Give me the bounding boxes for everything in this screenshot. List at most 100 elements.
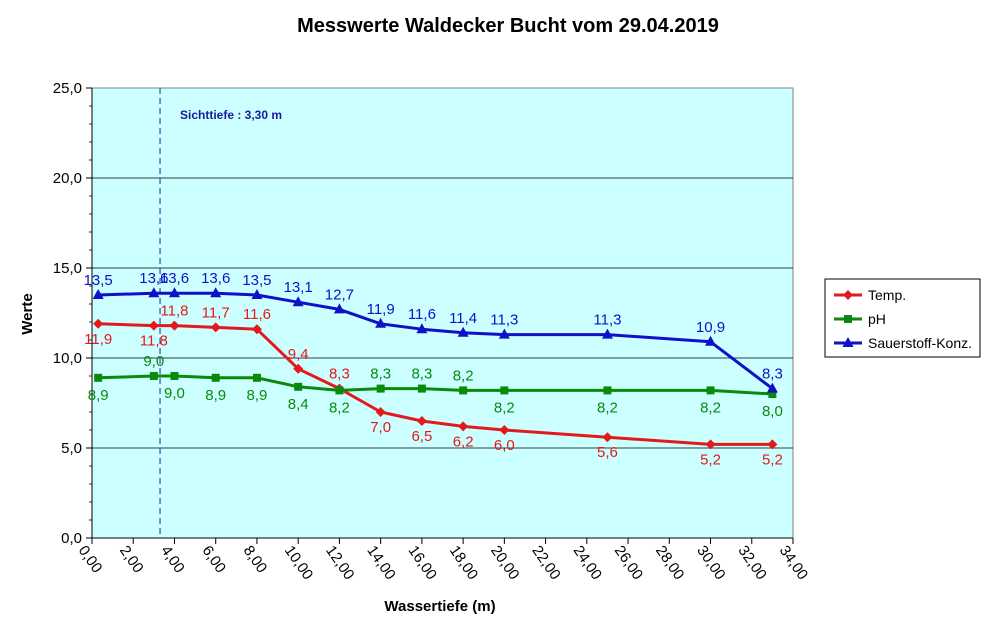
legend-item: Temp. [834,287,906,303]
series-ph [94,372,777,398]
data-label: 6,5 [411,428,432,445]
data-point [294,382,303,391]
data-label: 13,1 [284,279,313,296]
x-tick-label: 14,00 [363,543,398,584]
data-point [148,320,159,331]
data-point [149,372,158,380]
data-label: 11,9 [367,301,395,318]
y-tick-label: 15,0 [53,260,82,277]
data-point [602,432,613,443]
y-tick-label: 25,0 [53,80,82,97]
legend: Temp. pH Sauerstoff-Konz. [824,278,981,358]
legend-label: pH [868,311,886,327]
data-label: 13,6 [139,270,168,287]
y-tick-label: 0,0 [61,530,82,547]
data-point [500,386,509,395]
data-point [375,407,386,417]
data-point [210,287,222,298]
data-label: 8,2 [494,399,515,416]
data-label: 11,8 [140,333,168,350]
x-tick-label: 0,00 [75,543,106,577]
data-point [601,328,613,339]
x-axis-title: Wassertiefe (m) [384,598,495,615]
data-label: 11,8 [160,303,188,320]
data-point [211,373,220,382]
series-line [98,322,773,446]
grid-lines [92,177,793,449]
data-label: 8,3 [762,366,783,383]
data-point [210,322,221,333]
data-label: 6,2 [453,433,474,450]
data-label: 8,3 [370,366,391,383]
data-label: 7,0 [370,419,391,436]
x-tick-label: 32,00 [734,543,769,584]
data-point [458,421,469,432]
data-point [335,386,344,395]
data-label: 9,4 [288,346,309,363]
series-sauerstoff-konz [92,287,778,393]
data-point [148,287,160,298]
data-point [457,326,469,337]
y-axis-ticks: 0,0 5,0 10,0 15,0 20,0 25,0 [53,80,92,547]
series-layer [92,287,778,450]
x-tick-label: 30,00 [693,543,728,584]
data-point [416,323,428,334]
data-label: 5,2 [762,451,783,468]
data-label: 8,2 [453,367,474,384]
data-label: 10,9 [696,319,725,336]
x-tick-label: 16,00 [405,543,440,584]
y-tick-label: 5,0 [61,440,82,457]
legend-marker [844,315,852,323]
data-point [251,324,262,335]
legend-item: pH [834,311,886,327]
data-label: 11,4 [449,310,477,327]
x-tick-label: 24,00 [570,543,605,584]
x-tick-label: 8,00 [240,543,271,577]
legend-label: Temp. [868,287,906,303]
data-point [293,363,304,374]
data-point [292,296,304,307]
data-label: 11,7 [202,304,230,321]
data-point [706,386,715,395]
y-tick-label: 10,0 [53,350,82,367]
data-point [375,317,387,328]
x-tick-label: 34,00 [776,543,811,584]
data-label: 11,6 [243,306,271,323]
data-label: 13,5 [84,272,113,289]
data-label: 11,6 [408,306,436,323]
data-label: 13,6 [201,270,230,287]
x-tick-label: 18,00 [446,543,481,584]
x-tick-label: 26,00 [611,543,646,584]
data-point [168,287,180,298]
data-label: 8,4 [288,396,309,413]
data-label: 8,3 [411,366,432,383]
series-line [98,291,774,390]
legend-label: Sauerstoff-Konz. [868,335,972,351]
data-point [705,439,716,450]
data-point [766,382,778,393]
data-point [705,335,717,346]
data-label: 8,2 [329,399,350,416]
secchi-depth-annotation: Sichttiefe : 3,30 m [180,108,282,122]
data-label: 8,0 [762,403,783,420]
data-label: 11,3 [490,312,518,329]
legend-item: Sauerstoff-Konz. [834,335,972,351]
data-point [169,320,180,331]
y-axis-title: Werte [19,293,36,334]
data-point [333,303,345,314]
data-label: 9,0 [143,353,164,370]
data-point [376,384,385,393]
data-point [93,318,104,329]
data-point [94,373,103,382]
data-label: 8,9 [247,387,268,404]
data-label: 9,0 [164,385,185,402]
data-point [92,289,104,299]
plot-area [91,87,794,539]
data-label: 8,3 [329,366,350,383]
data-label: 5,2 [700,451,721,468]
data-point [768,390,777,398]
data-label: 13,6 [160,270,189,287]
axes [91,88,793,539]
data-point [416,416,427,426]
